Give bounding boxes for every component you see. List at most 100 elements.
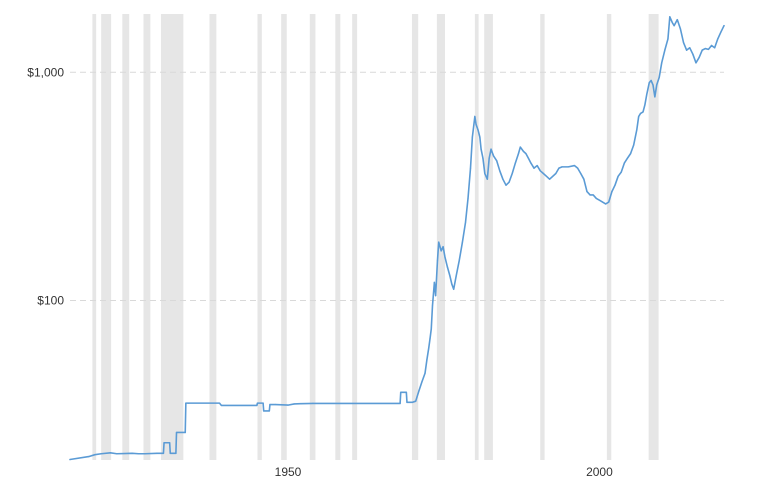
data-point-138 [679,28,682,30]
data-point-63 [469,167,472,169]
data-point-90 [536,164,538,167]
data-point-44 [429,338,431,340]
data-point-53 [444,256,446,258]
recession-band-7 [281,14,287,460]
data-point-15 [175,431,178,434]
data-point-19 [188,402,190,404]
data-point-24 [262,402,264,404]
data-point-106 [595,197,597,200]
data-point-17 [185,402,187,404]
recession-band-13 [474,14,479,460]
data-point-137 [676,19,678,21]
data-point-119 [636,129,638,131]
data-point-60 [461,241,463,243]
data-point-149 [714,47,716,49]
data-point-69 [480,148,482,150]
data-point-12 [169,442,171,444]
data-point-37 [411,401,414,403]
data-point-48 [435,295,437,297]
data-point-51 [440,250,442,252]
data-point-40 [421,381,423,383]
data-point-9 [156,452,158,454]
data-point-70 [482,157,484,159]
data-point-28 [274,403,277,406]
data-point-20 [218,402,221,404]
data-point-140 [686,49,688,51]
data-point-101 [580,172,582,175]
data-point-72 [486,178,488,180]
data-point-105 [592,194,594,196]
data-point-103 [586,190,588,193]
data-point-126 [650,79,652,82]
data-point-87 [527,157,530,159]
data-point-11 [163,442,165,444]
data-point-13 [169,452,171,454]
data-point-123 [644,104,646,106]
recession-band-2 [122,14,130,460]
recession-band-16 [606,14,612,460]
data-point-33 [399,402,401,405]
data-point-31 [299,403,302,405]
data-point-77 [499,170,501,172]
data-point-25 [263,410,265,412]
data-point-88 [530,162,532,164]
data-point-99 [573,164,576,167]
data-point-45 [430,328,432,330]
data-point-65 [474,115,476,118]
data-point-84 [519,146,521,148]
recession-band-17 [648,14,659,460]
data-point-139 [682,41,685,44]
data-point-50 [438,241,440,243]
data-point-10 [162,452,165,454]
horizontal-gridlines [70,71,724,301]
data-point-3 [100,453,102,455]
data-point-108 [601,201,604,203]
data-point-71 [484,172,486,175]
recession-band-0 [92,14,97,460]
data-point-67 [477,129,479,131]
data-point-132 [664,49,666,51]
data-point-30 [293,403,295,405]
data-point-113 [617,175,619,177]
data-point-39 [418,390,420,392]
data-point-136 [673,25,675,27]
data-point-118 [633,144,635,146]
data-point-79 [505,184,507,186]
data-point-21 [220,404,222,406]
data-point-52 [442,246,444,248]
data-point-121 [639,112,642,115]
recession-band-15 [540,14,545,460]
data-point-133 [667,38,669,40]
data-point-2 [94,454,96,456]
data-point-29 [287,404,289,406]
data-point-142 [692,53,694,55]
data-point-112 [614,184,616,186]
data-point-109 [605,203,607,205]
data-point-100 [577,167,579,169]
data-point-5 [116,453,118,455]
data-point-102 [583,178,585,180]
data-point-41 [424,372,426,374]
data-point-61 [464,221,467,223]
data-point-115 [623,162,625,164]
recession-band-8 [309,14,316,460]
data-point-47 [433,281,435,284]
data-point-8 [144,453,146,455]
data-point-82 [514,162,516,164]
data-point-151 [720,31,722,33]
recession-band-3 [143,14,151,460]
y-tick-label-1: $1,000 [27,65,64,79]
data-point-75 [492,155,495,157]
data-point-91 [539,170,541,172]
data-point-23 [256,402,259,404]
data-point-32 [312,402,314,405]
recession-band-11 [411,14,419,460]
data-point-96 [558,167,560,169]
data-point-148 [710,44,713,47]
data-point-38 [415,400,417,402]
data-point-26 [268,410,270,412]
data-point-97 [561,166,563,168]
data-point-66 [475,123,477,126]
x-axis-tick-labels: 1950 2000 [275,465,613,479]
data-point-128 [654,96,656,98]
